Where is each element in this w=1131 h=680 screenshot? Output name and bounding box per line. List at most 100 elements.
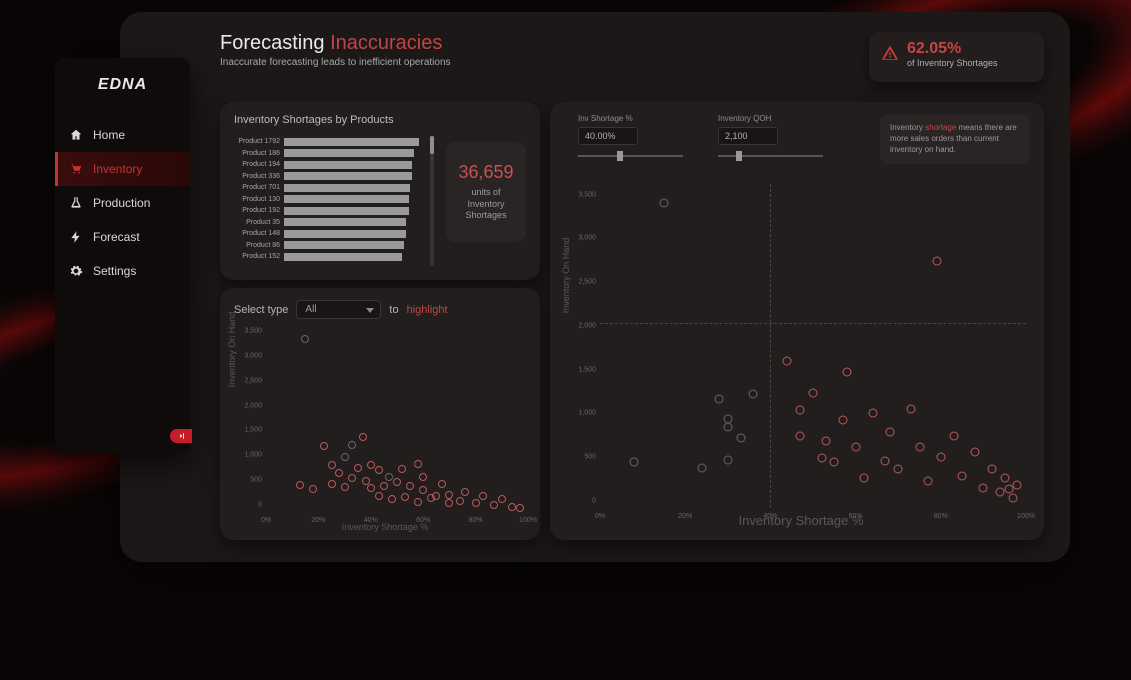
scrollbar[interactable]	[430, 136, 434, 266]
sidebar-collapse-button[interactable]	[170, 429, 192, 443]
bar-label: Product 336	[232, 173, 284, 180]
logo-text: EDNA	[55, 76, 190, 94]
scatter-point	[375, 466, 383, 474]
y-tick: 0	[572, 498, 596, 505]
y-tick: 500	[572, 454, 596, 461]
sidebar-item-label: Production	[93, 196, 150, 210]
y-tick: 3,500	[572, 191, 596, 198]
cart-icon	[69, 162, 83, 176]
scatter-point	[398, 465, 406, 473]
bar-label: Product 192	[232, 207, 284, 214]
sidebar-item-settings[interactable]: Settings	[55, 254, 190, 288]
scatter-point	[958, 471, 967, 480]
x-tick: 20%	[678, 513, 692, 520]
scatter-point	[406, 482, 414, 490]
sidebar-item-forecast[interactable]: Forecast	[55, 220, 190, 254]
scatter-point	[659, 199, 668, 208]
bar-label: Product 1792	[232, 138, 284, 145]
page-title-main: Forecasting	[220, 32, 330, 54]
sidebar-item-label: Forecast	[93, 230, 140, 244]
scatter-point	[1000, 474, 1009, 483]
select-value: All	[305, 304, 316, 315]
page-subtitle: Inaccurate forecasting leads to ineffici…	[220, 57, 451, 68]
slider1-value: 40.00%	[578, 127, 638, 145]
bar-rect	[284, 230, 406, 238]
bar-row: Product 35	[232, 217, 427, 228]
scatter-point	[341, 483, 349, 491]
scatter-point	[796, 405, 805, 414]
scrollbar-thumb[interactable]	[430, 136, 434, 154]
scatter-point	[309, 485, 317, 493]
bar-row: Product 86	[232, 240, 427, 251]
slider2-thumb[interactable]	[736, 151, 742, 161]
scatter-point	[367, 484, 375, 492]
scatter-point	[341, 453, 349, 461]
scatter-point	[359, 433, 367, 441]
scatter-point	[915, 442, 924, 451]
sidebar-item-inventory[interactable]: Inventory	[55, 152, 190, 186]
scatter-point	[498, 495, 506, 503]
scatter-point	[630, 458, 639, 467]
scatter-point	[936, 453, 945, 462]
bar-row: Product 336	[232, 171, 427, 182]
scatter-point	[1009, 493, 1018, 502]
scatter-point	[821, 437, 830, 446]
bolt-icon	[69, 230, 83, 244]
bar-label: Product 130	[232, 196, 284, 203]
inventory-shortages-bar-card: Inventory Shortages by Products Product …	[220, 102, 540, 280]
x-tick: 100%	[1017, 513, 1035, 520]
info-box: Inventory shortage means there are more …	[880, 114, 1030, 164]
slider2-value: 2,100	[718, 127, 778, 145]
slider2-track[interactable]	[718, 155, 823, 157]
kpi-label: of Inventory Shortages	[907, 58, 1032, 68]
scatter-point	[809, 389, 818, 398]
y-tick: 2,000	[238, 402, 262, 409]
scatter-point	[445, 499, 453, 507]
scatter-point	[885, 427, 894, 436]
slider1-track[interactable]	[578, 155, 683, 157]
bar-rect	[284, 207, 409, 215]
x-tick: 60%	[849, 513, 863, 520]
scatter-point	[796, 432, 805, 441]
y-axis-label: Inventory On Hand	[561, 238, 571, 314]
sidebar-item-label: Inventory	[93, 162, 142, 176]
slider1-thumb[interactable]	[617, 151, 623, 161]
large-scatter-plot: Inventory On Hand Inventory Shortage % 0…	[576, 184, 1026, 508]
scatter-point	[723, 455, 732, 464]
bar-label: Product 701	[232, 184, 284, 191]
slider1-label: Inv Shortage %	[578, 114, 683, 123]
sidebar-item-production[interactable]: Production	[55, 186, 190, 220]
large-scatter-card: Inv Shortage % 40.00% Inventory QOH 2,10…	[550, 102, 1044, 540]
scatter-point	[868, 409, 877, 418]
bar-rect	[284, 241, 404, 249]
scatter-point	[296, 481, 304, 489]
scatter-point	[843, 368, 852, 377]
slider2-label: Inventory QOH	[718, 114, 823, 123]
scatter-point	[516, 504, 524, 512]
scatter-point	[388, 495, 396, 503]
scatter-point	[401, 493, 409, 501]
x-tick: 0%	[261, 517, 271, 524]
scatter-point	[783, 356, 792, 365]
type-select[interactable]: All	[296, 300, 381, 319]
y-tick: 1,500	[238, 427, 262, 434]
small-scatter-card: Select type All to highlight Inventory O…	[220, 288, 540, 540]
bar-row: Product 194	[232, 159, 427, 170]
y-tick: 2,000	[572, 322, 596, 329]
y-tick: 1,000	[572, 410, 596, 417]
info-text-em: shortage	[925, 123, 956, 132]
flask-icon	[69, 196, 83, 210]
scatter-point	[438, 480, 446, 488]
bar-rect	[284, 172, 412, 180]
bar-rect	[284, 253, 402, 261]
bar-label: Product 194	[232, 161, 284, 168]
scatter-point	[375, 492, 383, 500]
y-tick: 2,500	[238, 377, 262, 384]
bar-label: Product 152	[232, 253, 284, 260]
scatter-point	[432, 492, 440, 500]
sidebar-item-home[interactable]: Home	[55, 118, 190, 152]
scatter-point	[881, 456, 890, 465]
scatter-point	[328, 461, 336, 469]
kpi-card: 62.05% of Inventory Shortages	[869, 32, 1044, 82]
scatter-point	[354, 464, 362, 472]
